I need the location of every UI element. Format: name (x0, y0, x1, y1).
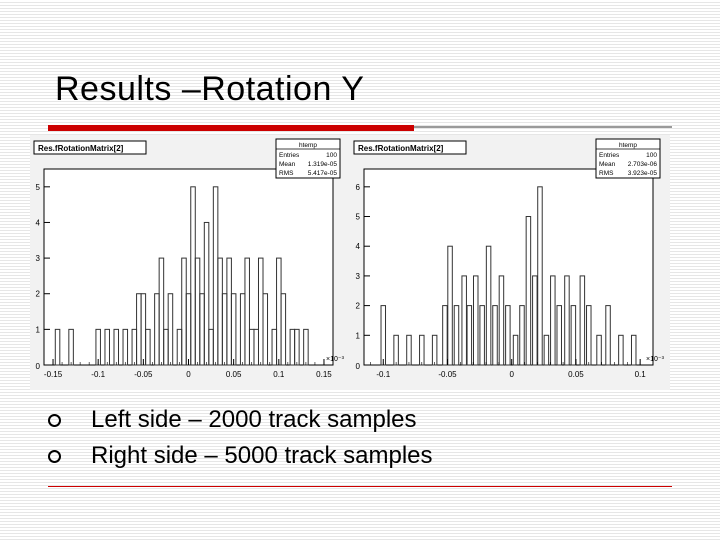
histogram-bar (525, 216, 532, 366)
histogram-bar (485, 245, 492, 366)
histogram-bar (564, 275, 570, 366)
stats-label: Mean (279, 161, 296, 168)
histogram-bar (262, 293, 269, 366)
y-tick-label: 5 (36, 183, 41, 192)
stats-label: Mean (599, 161, 616, 168)
bullet-text-right-side: Right side – 5000 track samples (91, 442, 433, 469)
y-tick-label: 3 (356, 272, 361, 281)
histogram-bar (532, 275, 538, 366)
x-tick-label: 0.05 (226, 370, 242, 379)
histogram-bar (447, 245, 453, 366)
histogram-svg: -0.15 -0.1 -0.05 0 0.05 0.1 0.15 1 2 3 4 5 0 ×10⁻³ Res… (30, 135, 350, 390)
stats-name: htemp (299, 142, 317, 149)
histogram-bar (579, 275, 586, 366)
y-tick-label: 1 (36, 325, 41, 334)
y-tick-label: 4 (356, 242, 361, 251)
x-tick-label: 0.1 (635, 370, 647, 379)
y-tick-label: 0 (36, 362, 41, 371)
histogram-bar (479, 305, 485, 366)
bullet-item: Right side – 5000 track samples (45, 438, 433, 474)
stats-name: htemp (619, 142, 637, 149)
stats-label: RMS (279, 170, 294, 177)
y-tick-label: 2 (356, 302, 361, 311)
x-tick-label: 0.05 (568, 370, 584, 379)
chart-title-box (353, 140, 467, 155)
bullet-list: Left side – 2000 track samples Right sid… (45, 402, 433, 474)
histogram-bar (519, 305, 525, 366)
x-tick-label: -0.15 (44, 370, 63, 379)
histogram-bar (618, 334, 624, 366)
chart-title-box (33, 140, 147, 155)
histogram-bar (472, 275, 479, 366)
stats-label: RMS (599, 170, 614, 177)
bullet-text-left-side: Left side – 2000 track samples (91, 406, 417, 433)
x-multiplier-label: ×10⁻³ (646, 356, 665, 363)
bullet-item: Left side – 2000 track samples (45, 402, 433, 438)
histogram-bar (550, 275, 556, 366)
histogram-bar (605, 305, 611, 366)
histogram-bar (461, 275, 467, 366)
hollow-circle-bullet-icon (48, 449, 61, 463)
histogram-bar (596, 334, 602, 366)
footer-rule (48, 486, 672, 487)
slide-title: Results –Rotation Y (55, 70, 365, 108)
x-multiplier-label: ×10⁻³ (326, 356, 345, 363)
stats-value: 2.703e-06 (628, 161, 658, 168)
histogram-bar (145, 328, 151, 366)
histogram-bar (556, 305, 562, 366)
plot-frame (43, 168, 334, 366)
stats-label: Entries (599, 152, 620, 159)
chart-title: Res.fRotationMatrix[2] (38, 144, 124, 153)
histogram-bar (466, 305, 473, 366)
stats-value: 100 (326, 152, 337, 159)
histogram-left: -0.15 -0.1 -0.05 0 0.05 0.1 0.15 1 2 3 4 5 0 ×10⁻³ Res… (30, 135, 350, 390)
hollow-circle-bullet-icon (48, 413, 61, 427)
histogram-bar (54, 328, 61, 366)
stats-value: 3.923e-05 (628, 170, 658, 177)
histogram-bar (630, 334, 637, 366)
histogram-bar (492, 305, 498, 366)
title-underline-gray (414, 126, 672, 128)
stats-box (595, 138, 661, 179)
stats-box (275, 138, 341, 179)
y-tick-label: 4 (36, 218, 41, 227)
histogram-bar (453, 305, 460, 366)
y-tick-label: 6 (356, 183, 361, 192)
y-tick-label: 2 (36, 290, 41, 299)
x-tick-label: 0.15 (316, 370, 332, 379)
y-tick-label: 3 (36, 254, 41, 263)
x-tick-label: -0.05 (438, 370, 457, 379)
histogram-bar (280, 293, 287, 366)
stats-value: 1.319e-05 (308, 161, 338, 168)
histogram-bar (570, 305, 577, 366)
histogram-bar (442, 305, 448, 366)
x-tick-label: 0 (509, 370, 514, 379)
stats-value: 100 (646, 152, 657, 159)
histogram-bar (505, 305, 511, 366)
x-tick-label: -0.1 (91, 370, 105, 379)
y-tick-label: 1 (356, 331, 361, 340)
histogram-svg: -0.1 -0.05 0 0.05 0.1 1 2 3 4 5 6 0 ×10⁻³ Res.fRotati… (350, 135, 670, 390)
histogram-bar (244, 257, 250, 366)
chart-title: Res.fRotationMatrix[2] (358, 144, 444, 153)
histogram-bar (537, 186, 543, 366)
x-tick-label: 0 (186, 370, 191, 379)
stats-value: 5.417e-05 (308, 170, 338, 177)
stats-label: Entries (279, 152, 300, 159)
x-tick-label: -0.05 (134, 370, 153, 379)
x-tick-label: -0.1 (376, 370, 390, 379)
y-tick-label: 0 (356, 362, 361, 371)
title-underline-accent (48, 125, 414, 131)
histogram-bar (543, 334, 550, 366)
plot-frame (363, 168, 654, 366)
x-tick-label: 0.1 (273, 370, 285, 379)
y-tick-label: 5 (356, 213, 361, 222)
histogram-bar (512, 334, 519, 366)
histogram-right: -0.1 -0.05 0 0.05 0.1 1 2 3 4 5 6 0 ×10⁻³ Res.fRotati… (350, 135, 670, 390)
histogram-bar (498, 275, 505, 366)
